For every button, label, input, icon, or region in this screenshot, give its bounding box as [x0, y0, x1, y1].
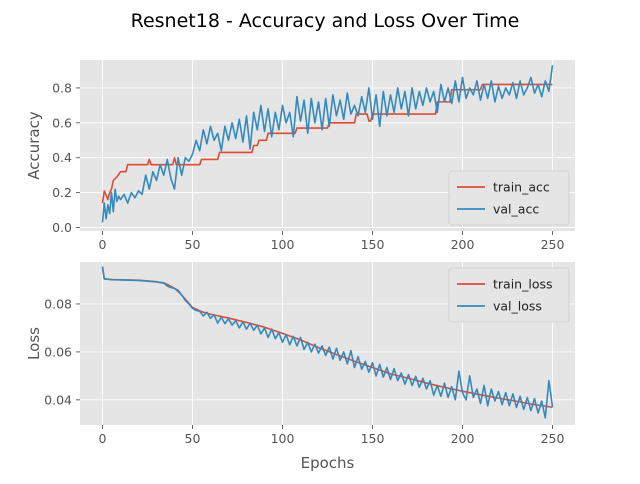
x-tick-label: 100	[271, 431, 295, 446]
y-tick-label: 0.6	[52, 115, 72, 130]
y-tick-label: 0.8	[52, 80, 72, 95]
x-tick-label: 250	[541, 431, 565, 446]
y-tick-label: 0.4	[52, 150, 72, 165]
accuracy-panel: 0 50 100 150 200 250 0.0 0.2 0.4 0.6 0.8 Accuracy tr…	[25, 60, 575, 252]
legend-label-val-acc: val_acc	[493, 202, 539, 217]
legend: train_loss val_loss	[448, 267, 570, 323]
series-group	[101, 65, 554, 223]
series-line-val-loss	[101, 266, 554, 419]
x-tick-label: 200	[451, 431, 475, 446]
x-tick-label: 150	[361, 237, 385, 252]
x-tick-label: 100	[271, 237, 295, 252]
y-tick-label: 0.0	[52, 220, 72, 235]
loss-panel: 0 50 100 150 200 250 0.04 0.06 0.08 Loss Epochs tra…	[25, 262, 575, 472]
y-tick-label: 0.04	[44, 392, 72, 407]
y-tick-label: 0.06	[44, 344, 72, 359]
x-tick-label: 0	[99, 431, 107, 446]
y-tick-label: 0.08	[44, 296, 72, 311]
series-line-train-acc	[101, 83, 553, 204]
series-line-val-acc	[101, 65, 554, 223]
legend-label-train-acc: train_acc	[493, 180, 550, 195]
y-tick-label: 0.2	[52, 185, 72, 200]
x-tick-label: 150	[361, 431, 385, 446]
x-tick-label: 250	[541, 237, 565, 252]
x-tick-label: 50	[185, 431, 201, 446]
y-axis-label: Accuracy	[25, 111, 43, 180]
figure-title: Resnet18 - Accuracy and Loss Over Time	[131, 10, 520, 32]
legend-box	[448, 267, 570, 323]
x-tick-label: 50	[185, 237, 201, 252]
legend-label-val-loss: val_loss	[493, 299, 542, 314]
legend-label-train-loss: train_loss	[493, 277, 553, 292]
legend: train_acc val_acc	[448, 170, 570, 226]
x-tick-label: 200	[451, 237, 475, 252]
series-group	[101, 266, 554, 419]
legend-box	[448, 170, 570, 226]
y-axis-label: Loss	[25, 327, 43, 360]
x-tick-label: 0	[99, 237, 107, 252]
x-axis-label: Epochs	[301, 454, 355, 472]
